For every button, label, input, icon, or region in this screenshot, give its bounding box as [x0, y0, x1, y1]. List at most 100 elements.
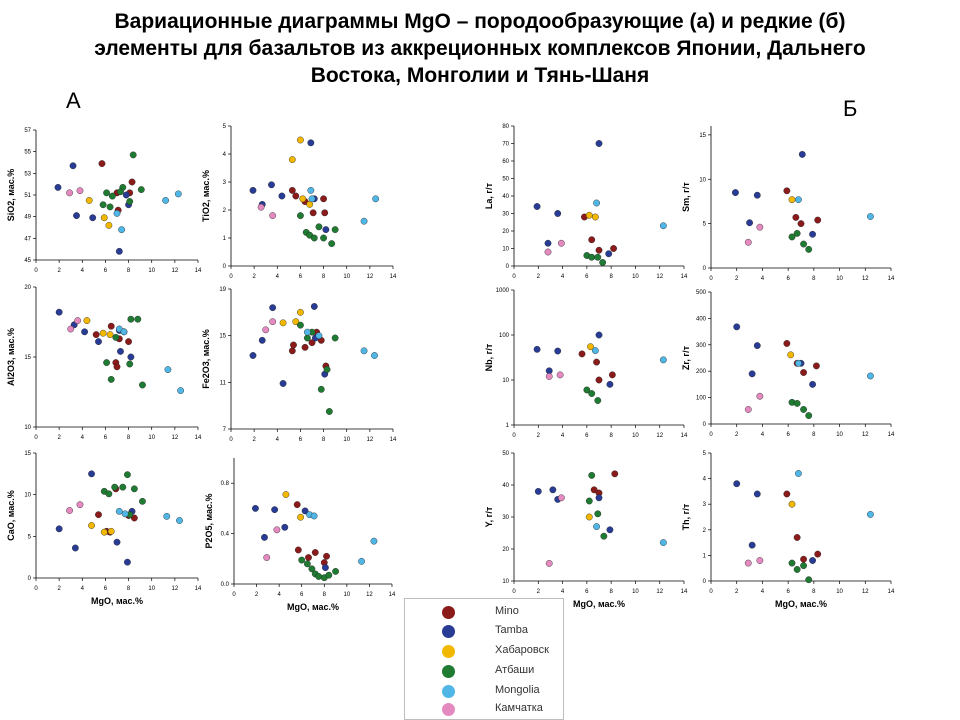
data-point	[585, 497, 593, 505]
y-axis-label: TiO2, мас.%	[201, 170, 211, 222]
data-point	[309, 209, 317, 217]
data-point	[783, 490, 791, 498]
x-tick-label: 2	[252, 437, 256, 443]
data-point	[55, 525, 63, 533]
data-point	[788, 559, 796, 567]
data-point	[288, 347, 296, 355]
chart-fe2o3: 0 2 4 6 8 10 12 14 7 11 15 19 Fe2O3, мас.%	[201, 287, 397, 443]
data-point	[162, 197, 170, 204]
data-point	[588, 236, 596, 244]
y-tick-label: 10	[24, 493, 31, 499]
y-tick-label: 7	[223, 427, 227, 433]
data-point	[358, 557, 365, 565]
data-point	[249, 186, 257, 194]
data-point	[610, 245, 617, 252]
x-tick-label: 2	[735, 276, 739, 282]
y-axis-label: Fe2O3, мас.%	[201, 329, 211, 389]
data-point	[258, 336, 266, 344]
data-point	[593, 199, 600, 207]
data-point	[331, 226, 339, 234]
chart-sm: 0 2 4 6 8 10 12 14 0 5 10 15 Sm, г/т	[681, 126, 895, 282]
x-tick-label: 14	[195, 268, 202, 274]
y-tick-label: 500	[696, 290, 707, 296]
data-point	[294, 546, 302, 554]
x-tick-label: 8	[323, 592, 327, 598]
data-point	[545, 560, 553, 567]
y-tick-label: 30	[502, 212, 509, 218]
data-point	[325, 571, 333, 579]
chart-al2o3: 0 2 4 6 8 10 12 14 10 15 20 Al2O3, мас.%	[6, 285, 202, 441]
data-point	[99, 201, 107, 209]
data-point	[554, 210, 562, 217]
legend-item: Mongolia	[405, 683, 563, 701]
data-point	[800, 555, 807, 563]
data-point	[814, 550, 822, 558]
data-point	[554, 347, 562, 355]
legend-item: Хабаровск	[405, 643, 563, 661]
data-point	[262, 326, 270, 334]
data-point	[733, 480, 741, 488]
data-point	[659, 222, 667, 230]
data-point	[134, 315, 142, 323]
data-point	[814, 216, 822, 224]
legend-marker	[442, 625, 455, 638]
x-tick-label: 12	[172, 268, 179, 274]
legend-label: Mongolia	[495, 684, 540, 696]
data-point	[88, 522, 95, 529]
x-tick-label: 6	[299, 437, 303, 443]
data-point	[107, 322, 115, 330]
x-tick-label: 14	[681, 589, 688, 595]
x-tick-label: 14	[195, 586, 202, 592]
data-point	[126, 360, 134, 368]
x-tick-label: 4	[561, 589, 565, 595]
y-tick-label: 30	[502, 515, 509, 521]
x-tick-label: 12	[656, 274, 663, 280]
y-tick-label: 15	[699, 133, 706, 139]
data-point	[593, 523, 600, 530]
data-point	[297, 513, 304, 521]
data-point	[533, 345, 541, 353]
title-line-2: элементы для базальтов из аккреционных к…	[94, 37, 866, 60]
y-tick-label: 100	[696, 396, 707, 402]
data-point	[798, 150, 806, 158]
y-tick-label: 50	[502, 451, 509, 457]
data-point	[611, 470, 619, 478]
x-tick-label: 0	[232, 592, 236, 598]
x-axis-label: MgO, мас.%	[287, 602, 339, 612]
data-point	[800, 369, 807, 376]
data-point	[321, 209, 329, 217]
y-tick-label: 100	[499, 333, 510, 339]
x-tick-label: 8	[127, 586, 131, 592]
data-point	[66, 189, 73, 197]
data-point	[112, 333, 120, 341]
x-tick-label: 8	[127, 435, 131, 441]
x-tick-label: 10	[148, 268, 155, 274]
data-point	[595, 376, 603, 384]
y-tick-label: 15	[24, 355, 31, 361]
data-point	[92, 331, 100, 338]
data-point	[137, 186, 145, 193]
data-point	[328, 240, 336, 248]
x-tick-label: 8	[322, 437, 326, 443]
data-point	[71, 544, 79, 552]
legend-item: Атбаши	[405, 663, 563, 681]
data-point	[805, 576, 813, 584]
data-point	[88, 470, 95, 478]
data-point	[76, 187, 84, 195]
x-axis-label: MgO, мас.%	[91, 596, 143, 606]
x-tick-label: 8	[609, 274, 613, 280]
data-point	[279, 380, 287, 387]
data-point	[606, 380, 614, 388]
data-point	[249, 352, 257, 359]
data-point	[125, 338, 132, 345]
x-tick-label: 12	[367, 274, 374, 280]
data-point	[323, 366, 331, 373]
x-tick-label: 0	[34, 268, 38, 274]
data-point	[744, 559, 752, 567]
y-tick-label: 19	[219, 287, 226, 293]
data-point	[320, 234, 327, 242]
y-tick-label: 1	[703, 553, 707, 559]
y-tick-label: 47	[24, 236, 31, 242]
data-point	[310, 512, 318, 520]
